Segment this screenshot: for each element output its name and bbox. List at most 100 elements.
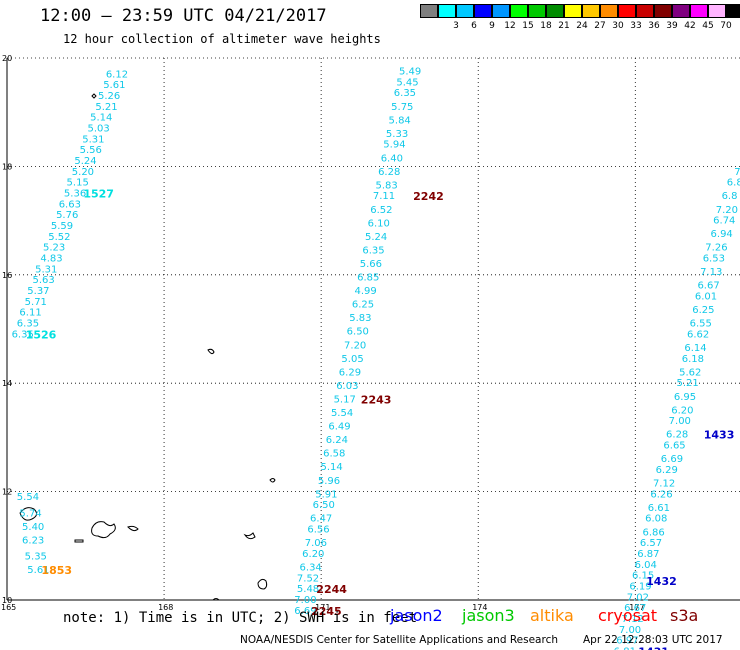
swh-value: 5.56 bbox=[80, 145, 102, 156]
swh-value: 6.95 bbox=[674, 392, 696, 403]
legend-swatch bbox=[582, 4, 600, 18]
lon-tick-label: 171 bbox=[315, 603, 330, 612]
swh-value: 6.35 bbox=[12, 329, 34, 340]
swh-value: 5.37 bbox=[27, 286, 49, 297]
swh-value: 5.96 bbox=[318, 476, 340, 487]
swh-value: 6.25 bbox=[352, 300, 374, 311]
legend-swatch bbox=[564, 4, 582, 18]
legend-swatch bbox=[654, 4, 672, 18]
legend-swatch bbox=[528, 4, 546, 18]
footer-credit: NOAA/NESDIS Center for Satellite Applica… bbox=[240, 634, 558, 646]
lat-tick-label: 14 bbox=[2, 379, 12, 388]
swh-value: 6.11 bbox=[19, 308, 41, 319]
swh-value: 5.91 bbox=[315, 489, 337, 500]
island-outline bbox=[19, 507, 38, 521]
pass-number: 1431 bbox=[638, 645, 669, 650]
island-outline bbox=[257, 578, 268, 590]
pass-number: 2245 bbox=[311, 605, 342, 618]
swh-value: 6.29 bbox=[339, 367, 361, 378]
legend-swatch bbox=[618, 4, 636, 18]
swh-value: 5.45 bbox=[396, 77, 418, 88]
swh-value: 6.85 bbox=[357, 273, 379, 284]
swh-value: 6.35 bbox=[394, 88, 416, 99]
swh-value: 5.83 bbox=[375, 180, 397, 191]
swh-value: 7.20 bbox=[716, 205, 738, 216]
map-subtitle: 12 hour collection of altimeter wave hei… bbox=[63, 32, 381, 46]
swh-value: 6.24 bbox=[326, 435, 348, 446]
island-outline bbox=[91, 521, 116, 539]
swh-value: 5.35 bbox=[25, 552, 47, 563]
swh-value: 6.67 bbox=[697, 281, 719, 292]
legend-label: 45 bbox=[702, 21, 714, 31]
swh-value: 7.13 bbox=[700, 267, 722, 278]
legend-label: 12 bbox=[504, 21, 516, 31]
swh-value: 6.08 bbox=[645, 514, 667, 525]
swh-value: 6.15 bbox=[632, 571, 654, 582]
pass-number: 1527 bbox=[83, 188, 114, 201]
swh-value: 7.26 bbox=[705, 243, 727, 254]
legend-swatch bbox=[708, 4, 726, 18]
swh-value: 5.24 bbox=[74, 156, 96, 167]
island-outline bbox=[243, 532, 256, 540]
footer-timestamp: Apr 22 12:28:03 UTC 2017 bbox=[583, 634, 723, 646]
swh-value: 7.12 bbox=[622, 614, 644, 625]
swh-value: 6.26 bbox=[650, 489, 672, 500]
swh-value: 5.54 bbox=[17, 492, 39, 503]
legend-label: 39 bbox=[666, 21, 678, 31]
swh-value: 6.61 bbox=[648, 503, 670, 514]
swh-value: 6.40 bbox=[381, 153, 403, 164]
legend-swatch bbox=[420, 4, 438, 18]
swh-value: 5.75 bbox=[391, 102, 413, 113]
legend-label: 21 bbox=[558, 21, 570, 31]
swh-value: 5.36 bbox=[64, 189, 86, 200]
swh-value: 6.47 bbox=[310, 514, 332, 525]
legend-swatch bbox=[438, 4, 456, 18]
legend-label: 6 bbox=[471, 21, 477, 31]
swh-value: 6.49 bbox=[328, 422, 350, 433]
swh-value: 6.34 bbox=[300, 562, 322, 573]
swh-value: 5.17 bbox=[334, 394, 356, 405]
legend-swatch bbox=[546, 4, 564, 18]
swh-value: 6.04 bbox=[635, 560, 657, 571]
swh-value: 6.20 bbox=[671, 405, 693, 416]
lat-tick-label: 10 bbox=[2, 596, 12, 605]
swh-value: 5.62 bbox=[679, 367, 701, 378]
swh-value: 5.21 bbox=[677, 378, 699, 389]
note-text: note: 1) Time is in UTC; 2) SWH is in fe… bbox=[63, 610, 418, 626]
swh-value: 7.52 bbox=[297, 573, 319, 584]
legend-label: 24 bbox=[576, 21, 588, 31]
swh-value: 7.11 bbox=[373, 191, 395, 202]
pass-number: 2242 bbox=[413, 190, 444, 203]
legend-swatch bbox=[456, 4, 474, 18]
legend-swatch bbox=[636, 4, 654, 18]
swh-value: 6.03 bbox=[336, 381, 358, 392]
swh-value: 6.18 bbox=[682, 354, 704, 365]
swh-value: 5.49 bbox=[399, 67, 421, 78]
legend-label: 15 bbox=[522, 21, 534, 31]
swh-value: 6.19 bbox=[629, 581, 651, 592]
satellite-label-cryosat: cryosat bbox=[598, 606, 658, 625]
map-title: 12:00 – 23:59 UTC 04/21/2017 bbox=[40, 6, 327, 26]
island-outline bbox=[211, 598, 221, 601]
legend-label: 70 bbox=[720, 21, 732, 31]
legend-swatch bbox=[726, 4, 740, 18]
swh-value: 5.33 bbox=[386, 129, 408, 140]
legend-label: 36 bbox=[648, 21, 660, 31]
swh-value: 7.06 bbox=[305, 538, 327, 549]
swh-value: 6.28 bbox=[378, 167, 400, 178]
swh-value: 6.29 bbox=[656, 465, 678, 476]
swh-value: 5.61 bbox=[103, 80, 125, 91]
swh-value: 5.14 bbox=[320, 462, 342, 473]
swh-value: 6.35 bbox=[362, 245, 384, 256]
swh-value: 5.71 bbox=[25, 297, 47, 308]
pass-number: 1433 bbox=[704, 429, 735, 442]
swh-value: 6.8 bbox=[727, 178, 740, 189]
swh-value: 6.94 bbox=[711, 229, 733, 240]
lon-tick-label: 174 bbox=[472, 603, 487, 612]
swh-value: 5.15 bbox=[67, 178, 89, 189]
swh-value: 5.31 bbox=[82, 134, 104, 145]
swh-value: 5.61 bbox=[27, 565, 49, 576]
swh-value: 7.02 bbox=[627, 592, 649, 603]
swh-value: 6.50 bbox=[347, 327, 369, 338]
satellite-label-jason2: jason2 bbox=[390, 606, 443, 625]
